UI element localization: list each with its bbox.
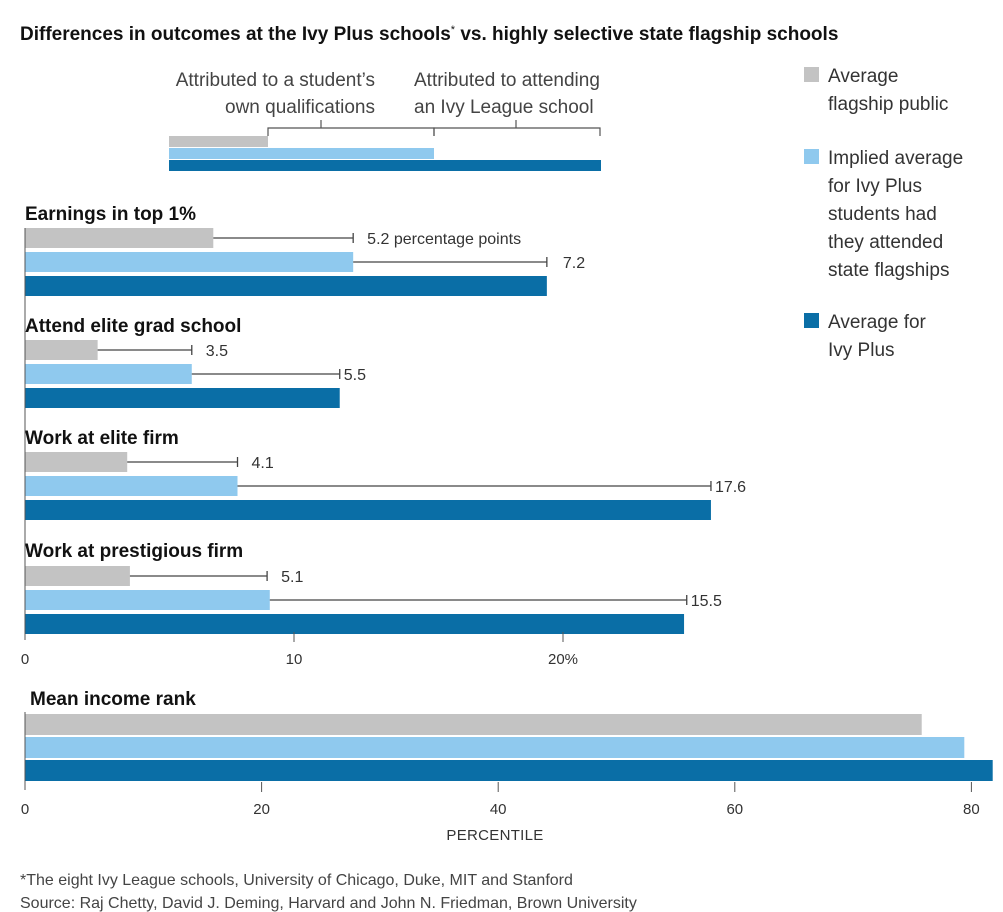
bar-implied-cat-2 [25, 364, 192, 384]
bar-implied-cat-3 [25, 476, 238, 496]
key-right-line-2: an Ivy League school [414, 97, 594, 118]
chart-title: Differences in outcomes at the Ivy Plus … [20, 24, 838, 45]
gap-label-implied-cat-1: 7.2 [563, 255, 585, 272]
legend-implied-line-4: they attended [828, 232, 943, 253]
rank-axis-title: PERCENTILE [446, 827, 543, 844]
footnote: *The eight Ivy League schools, Universit… [20, 872, 573, 889]
key-bracket-right [433, 127, 601, 136]
legend-implied-line-1: Implied average [828, 148, 963, 169]
bar-implied-cat-1 [25, 252, 354, 272]
legend-flagship-line-1: Average [828, 66, 898, 87]
percent-axis: 0 10 20% [21, 228, 578, 668]
legend-implied-line-3: students had [828, 204, 937, 225]
key-bar-implied [169, 148, 434, 159]
legend-swatch-flagship [804, 67, 819, 82]
key-right-line-1: Attributed to attending [414, 70, 600, 91]
legend-ivy-line-2: Ivy Plus [828, 340, 895, 361]
key-bracket-left [267, 127, 435, 136]
bar-implied-mean-income-rank [25, 737, 965, 758]
percent-panels: Earnings in top 1% 5.2 percentage points 7… [25, 204, 746, 634]
gap-label-implied-cat-3: 17.6 [715, 479, 746, 496]
percent-tick-label-0: 0 [21, 651, 29, 668]
panel-title-cat-4: Work at prestigious firm [25, 541, 243, 562]
legend-implied-line-2: for Ivy Plus [828, 176, 922, 197]
key-bar-ivy [169, 160, 601, 171]
legend-flagship-line-2: flagship public [828, 94, 948, 115]
key-left-line-2: own qualifications [225, 97, 375, 118]
bar-ivy-cat-4 [25, 614, 685, 634]
source-note: Source: Raj Chetty, David J. Deming, Har… [20, 895, 637, 912]
panel-title-mean-income-rank: Mean income rank [30, 689, 196, 710]
panel-title-cat-2: Attend elite grad school [25, 316, 241, 337]
gap-label-flagship-cat-2: 3.5 [206, 343, 228, 360]
rank-tick-label-1: 20 [253, 801, 270, 818]
percent-tick-label-2: 20% [548, 651, 578, 668]
bar-flagship-cat-1 [25, 228, 214, 248]
gap-label-flagship-cat-4: 5.1 [281, 569, 303, 586]
gap-label-flagship-cat-1: 5.2 percentage points [367, 231, 521, 248]
bar-flagship-mean-income-rank [25, 714, 922, 735]
bar-ivy-cat-3 [25, 500, 711, 520]
bar-ivy-cat-1 [25, 276, 547, 296]
gap-label-flagship-cat-3: 4.1 [252, 455, 274, 472]
legend-ivy-line-1: Average for [828, 312, 927, 333]
percent-tick-label-1: 10 [286, 651, 303, 668]
key-left-line-1: Attributed to a student’s [176, 70, 375, 91]
income-rank-panel [25, 714, 993, 781]
legend-implied-line-5: state flagships [828, 260, 949, 281]
key-explainer: Attributed to a student’s own qualificat… [169, 70, 601, 171]
gap-label-implied-cat-4: 15.5 [691, 593, 722, 610]
key-bar-flagship [169, 136, 268, 147]
gap-label-implied-cat-2: 5.5 [344, 367, 366, 384]
rank-tick-label-4: 80 [963, 801, 980, 818]
rank-tick-label-0: 0 [21, 801, 29, 818]
bar-ivy-cat-2 [25, 388, 340, 408]
panel-title-cat-3: Work at elite firm [25, 428, 179, 449]
rank-tick-label-3: 60 [726, 801, 743, 818]
legend-swatch-ivy [804, 313, 819, 328]
bar-flagship-cat-3 [25, 452, 128, 472]
bar-flagship-cat-2 [25, 340, 98, 360]
income-rank-axis: 0 20 40 60 80 [21, 712, 980, 818]
bar-ivy-mean-income-rank [25, 760, 993, 781]
legend: Average flagship public Implied average … [804, 66, 963, 361]
panel-title-cat-1: Earnings in top 1% [25, 204, 196, 225]
legend-swatch-implied [804, 149, 819, 164]
bar-flagship-cat-4 [25, 566, 130, 586]
bar-implied-cat-4 [25, 590, 270, 610]
rank-tick-label-2: 40 [490, 801, 507, 818]
